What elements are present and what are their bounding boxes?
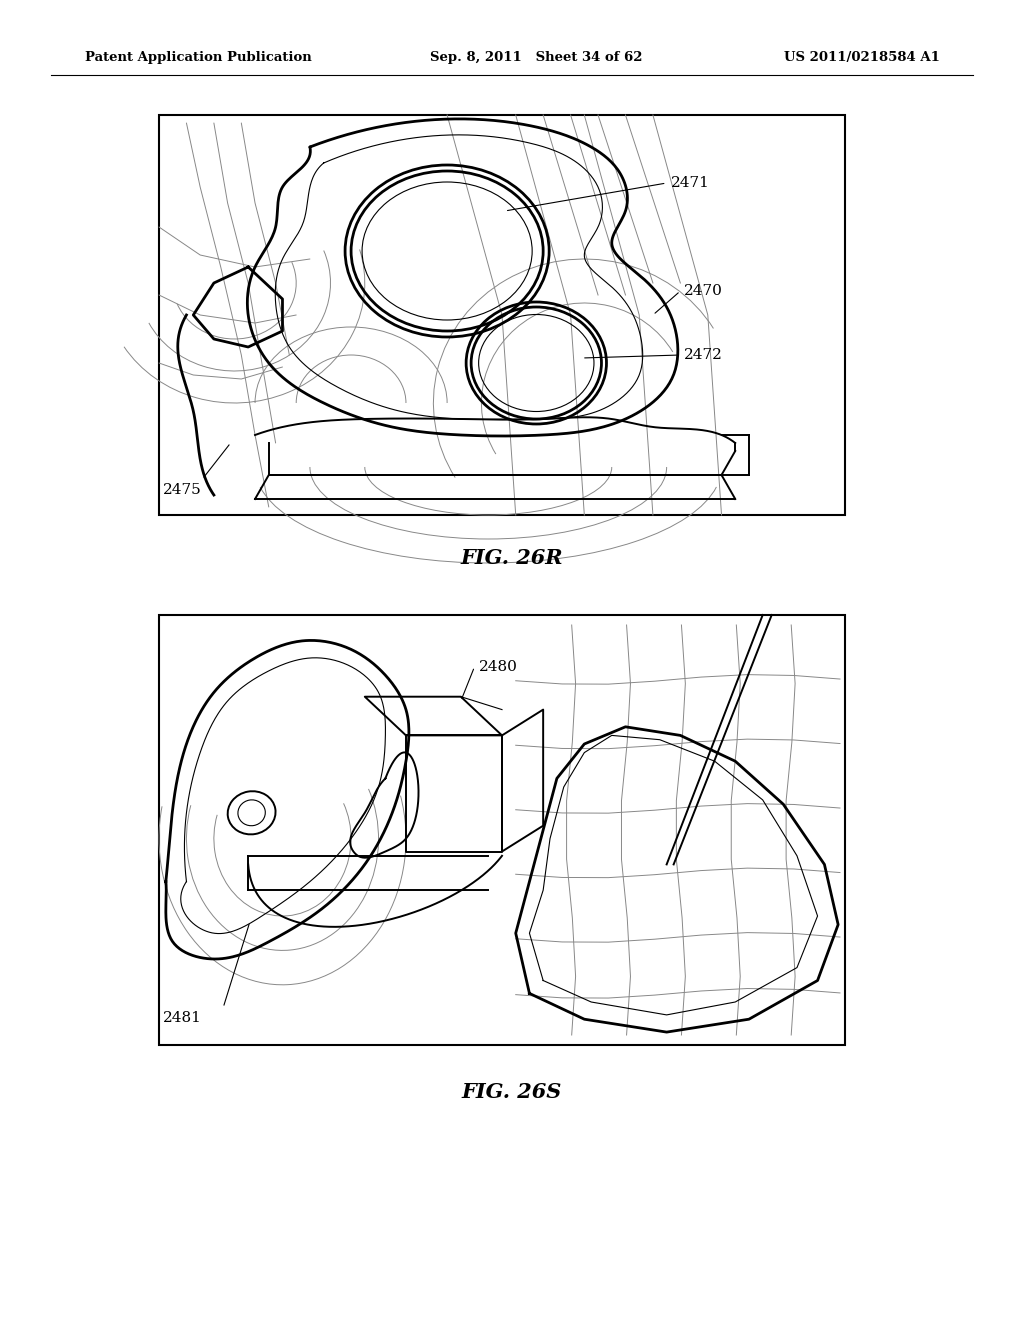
Text: 2470: 2470 bbox=[684, 284, 723, 298]
Text: Sep. 8, 2011   Sheet 34 of 62: Sep. 8, 2011 Sheet 34 of 62 bbox=[430, 51, 642, 65]
Text: 2471: 2471 bbox=[671, 176, 710, 190]
Text: FIG. 26R: FIG. 26R bbox=[461, 548, 563, 568]
Text: Patent Application Publication: Patent Application Publication bbox=[85, 51, 311, 65]
Text: FIG. 26S: FIG. 26S bbox=[462, 1082, 562, 1102]
Text: 2480: 2480 bbox=[478, 660, 517, 673]
Text: US 2011/0218584 A1: US 2011/0218584 A1 bbox=[784, 51, 940, 65]
Text: 2481: 2481 bbox=[163, 1011, 202, 1026]
Bar bbox=[159, 615, 845, 1045]
Text: 2475: 2475 bbox=[163, 483, 202, 498]
Text: 2472: 2472 bbox=[684, 348, 723, 362]
Bar bbox=[159, 115, 845, 515]
